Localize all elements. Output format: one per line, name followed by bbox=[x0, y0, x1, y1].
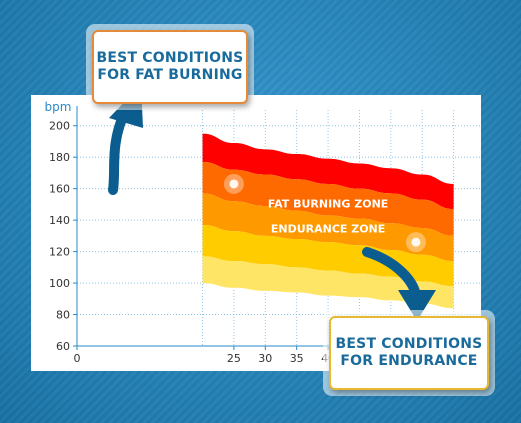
endurance-arrow-head bbox=[398, 290, 436, 321]
chart-markers bbox=[223, 173, 426, 253]
x-tick-label: 0 bbox=[74, 352, 81, 365]
endurance-callout-line1: BEST CONDITIONS bbox=[335, 336, 483, 352]
zone-band-gold bbox=[202, 224, 454, 287]
fat-burning-zone-label: FAT BURNING ZONE bbox=[268, 198, 388, 211]
y-ticks: 60 80 100 120 140 160 180 200 bbox=[49, 120, 77, 353]
x-tick-label: 30 bbox=[258, 352, 272, 365]
y-tick-label: 160 bbox=[49, 183, 70, 196]
fat-burning-callout: BEST CONDITIONS FOR FAT BURNING bbox=[92, 30, 248, 104]
y-tick-label: 100 bbox=[49, 277, 70, 290]
x-tick-label: 35 bbox=[290, 352, 304, 365]
y-tick-label: 140 bbox=[49, 214, 70, 227]
y-tick-label: 200 bbox=[49, 120, 70, 133]
y-axis-label: bpm bbox=[45, 100, 72, 114]
fat-burning-callout-line2: FOR FAT BURNING bbox=[97, 67, 243, 83]
zone-band-orange bbox=[202, 161, 454, 236]
zone-annotations: FAT BURNING ZONE ENDURANCE ZONE bbox=[268, 198, 388, 236]
y-tick-label: 180 bbox=[49, 151, 70, 164]
y-tick-label: 60 bbox=[56, 340, 70, 353]
y-tick-label: 120 bbox=[49, 246, 70, 259]
y-tick-label: 80 bbox=[56, 309, 70, 322]
zone-band-yellow bbox=[202, 256, 454, 309]
fat-burning-callout-line1: BEST CONDITIONS bbox=[96, 50, 244, 66]
endurance-marker bbox=[411, 237, 421, 247]
endurance-callout-line2: FOR ENDURANCE bbox=[340, 353, 478, 369]
endurance-callout: BEST CONDITIONS FOR ENDURANCE bbox=[329, 316, 489, 390]
zone-bands bbox=[202, 133, 454, 309]
zone-band-red bbox=[202, 133, 454, 210]
endurance-zone-label: ENDURANCE ZONE bbox=[271, 223, 385, 236]
fat-burning-marker bbox=[229, 179, 239, 189]
zone-band-amber bbox=[202, 193, 454, 262]
fat-burning-arrow-shaft bbox=[108, 109, 129, 195]
x-tick-label: 25 bbox=[227, 352, 241, 365]
